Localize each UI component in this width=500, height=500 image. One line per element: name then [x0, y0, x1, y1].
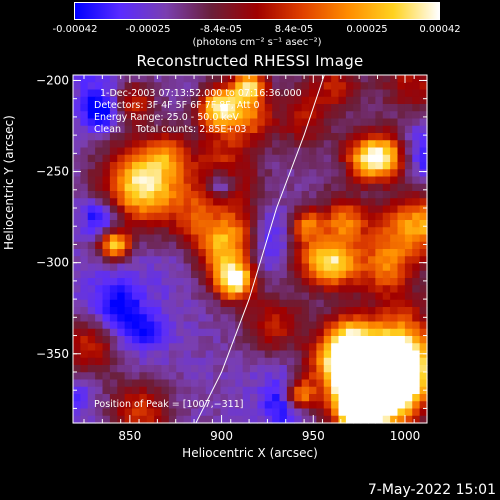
colorbar-tick-label: 8.4e-05 — [274, 24, 314, 35]
axes-group: 850 900 950 1000 −200 −250 −300 −350 Heliocentri… — [36, 73, 428, 460]
limb-curve-group — [195, 75, 325, 423]
y-tick-label: −250 — [36, 165, 69, 179]
colorbar-tick-label: -8.4e-05 — [200, 24, 242, 35]
colorbar-tick-label: -0.00042 — [52, 24, 98, 35]
heatmap-cells — [73, 75, 428, 424]
peak-label: Position of Peak = [1007,−311] — [94, 399, 243, 410]
y-tick-label: −200 — [36, 73, 69, 87]
y-tick-label: −300 — [36, 256, 69, 270]
annotation-line: Energy Range: 25.0 - 50.0 keV — [94, 112, 239, 123]
y-axis-label: Heliocentric Y (arcsec) — [2, 115, 16, 250]
colorbar-units: (photons cm⁻² s⁻¹ asec⁻²) — [192, 37, 322, 48]
colorbar — [74, 2, 440, 20]
colorbar-tick-label: 0.00042 — [419, 24, 461, 35]
annotation-group: 1-Dec-2003 07:13:52.000 to 07:16:36.000D… — [94, 88, 302, 410]
chart-title: Reconstructed RHESSI Image — [136, 52, 364, 70]
annotation-line: Clean Total counts: 2.85E+03 — [94, 124, 246, 135]
x-tick-label: 1000 — [390, 429, 421, 443]
footer-date: 7-May-2022 15:01 — [367, 482, 496, 498]
colorbar-tick-label: -0.00025 — [125, 24, 171, 35]
plot-frame — [72, 74, 428, 424]
annotation-line: 1-Dec-2003 07:13:52.000 to 07:16:36.000 — [100, 88, 302, 99]
annotation-line: Detectors: 3F 4F 5F 6F 7F 8F, Att 0 — [94, 100, 260, 111]
x-tick-label: 950 — [302, 429, 325, 443]
colorbar-tick-label: 0.00025 — [346, 24, 388, 35]
y-tick-label: −350 — [36, 347, 69, 361]
colorbar-gradient — [75, 3, 439, 19]
x-tick-label: 900 — [210, 429, 233, 443]
x-tick-label: 850 — [118, 429, 141, 443]
limb-curve — [195, 75, 325, 423]
x-axis-label: Heliocentric X (arcsec) — [182, 446, 318, 460]
